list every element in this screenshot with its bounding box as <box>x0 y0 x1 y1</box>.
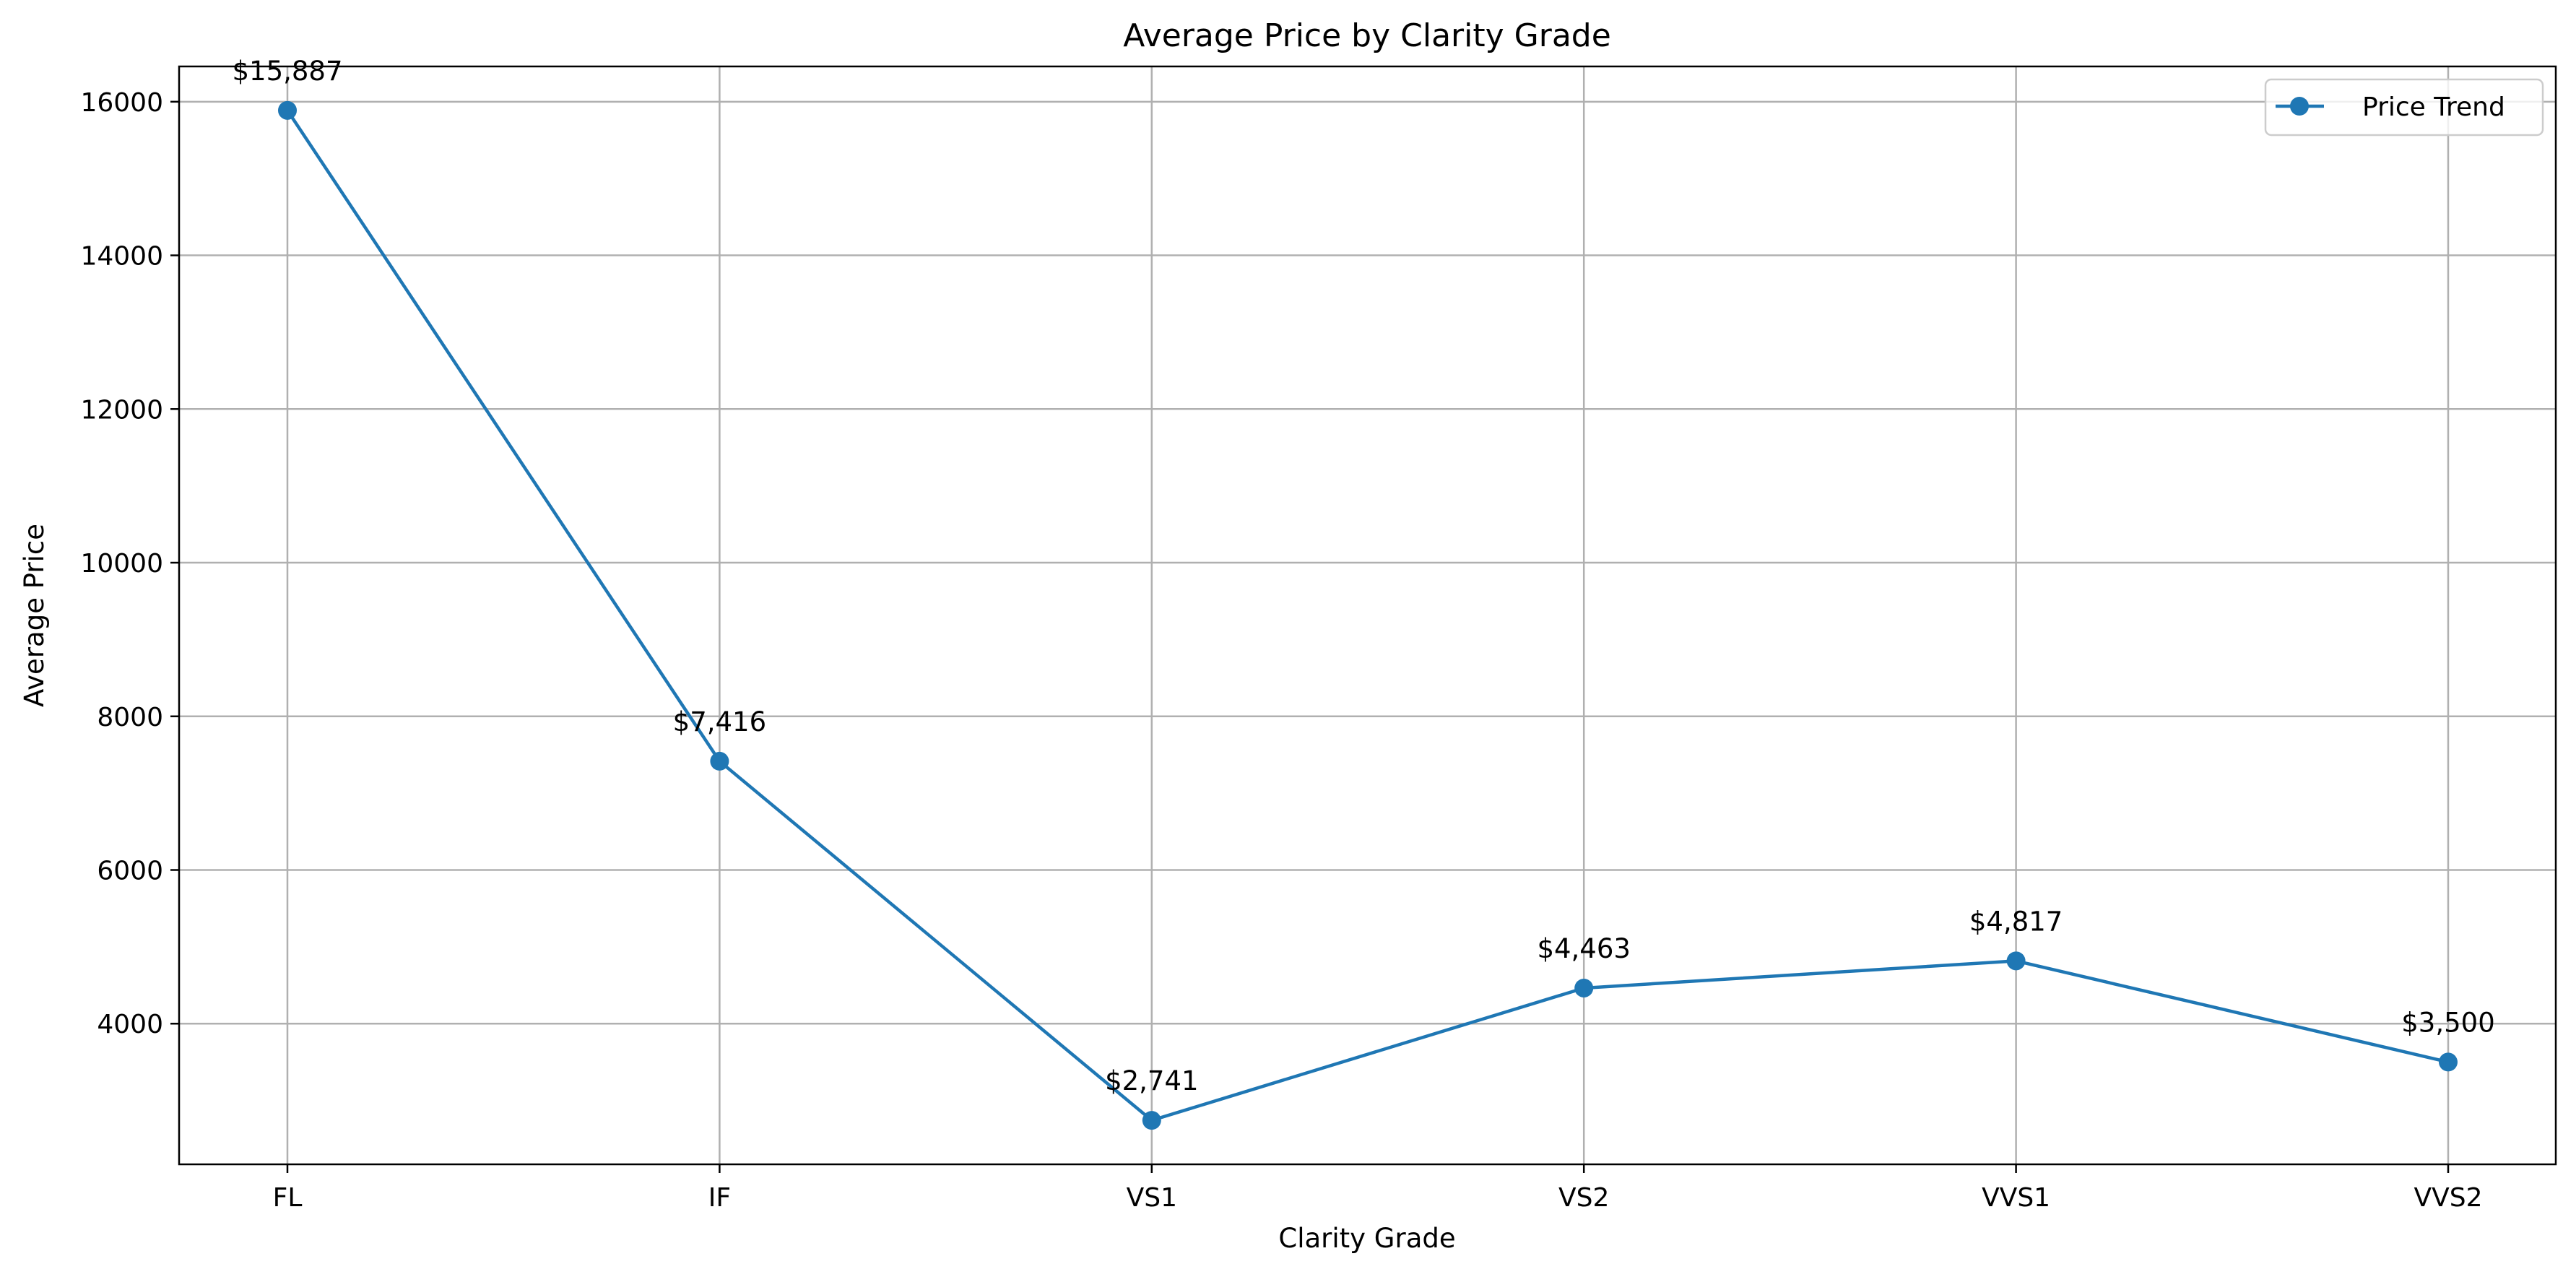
data-labels: $15,887 $7,416 $2,741 $4,463 $4,817 $3,500 <box>232 56 2494 1096</box>
legend-series-label: Price Trend <box>2362 92 2505 122</box>
data-label: $7,416 <box>673 706 766 737</box>
y-tick-label: 16000 <box>80 88 163 118</box>
series-layer <box>278 100 2458 1130</box>
plot-area-frame <box>178 65 2557 1166</box>
legend: Price Trend <box>2264 78 2544 137</box>
x-tick-label: FL <box>273 1183 303 1213</box>
price-trend-point <box>1142 1111 1161 1130</box>
y-axis-label: Average Price <box>19 524 50 707</box>
y-tick-label: 6000 <box>97 857 163 886</box>
price-trend-point <box>2006 951 2026 971</box>
legend-series-marker <box>2290 97 2309 116</box>
price-trend-line <box>286 109 2449 1122</box>
data-label: $15,887 <box>232 56 342 87</box>
y-tick-label: 10000 <box>80 549 163 579</box>
price-trend-point <box>2439 1052 2458 1072</box>
axis-ticks: FL IF VS1 VS2 VVS1 VVS2 4000 6000 8000 10000 12000… <box>80 88 2482 1213</box>
data-label: $2,741 <box>1105 1065 1198 1096</box>
x-tick-label: VVS2 <box>2414 1183 2482 1213</box>
x-axis-label: Clarity Grade <box>1278 1223 1455 1254</box>
y-tick-label: 4000 <box>97 1010 163 1039</box>
y-tick-label: 8000 <box>97 703 163 732</box>
x-tick-label: VS1 <box>1127 1183 1177 1213</box>
x-tick-label: VS2 <box>1558 1183 1609 1213</box>
chart-title: Average Price by Clarity Grade <box>1123 17 1611 54</box>
data-label: $3,500 <box>2401 1007 2494 1038</box>
y-tick-label: 14000 <box>80 242 163 272</box>
data-label: $4,817 <box>1969 906 2063 937</box>
price-trend-point <box>278 100 297 120</box>
price-trend-point <box>710 751 729 771</box>
x-tick-label: VVS1 <box>1982 1183 2050 1213</box>
x-tick-label: IF <box>708 1183 731 1213</box>
price-trend-point <box>1574 978 1594 997</box>
legend-box <box>2264 78 2544 137</box>
y-tick-label: 12000 <box>80 395 163 425</box>
grid <box>179 66 2556 1164</box>
data-label: $4,463 <box>1537 933 1630 964</box>
